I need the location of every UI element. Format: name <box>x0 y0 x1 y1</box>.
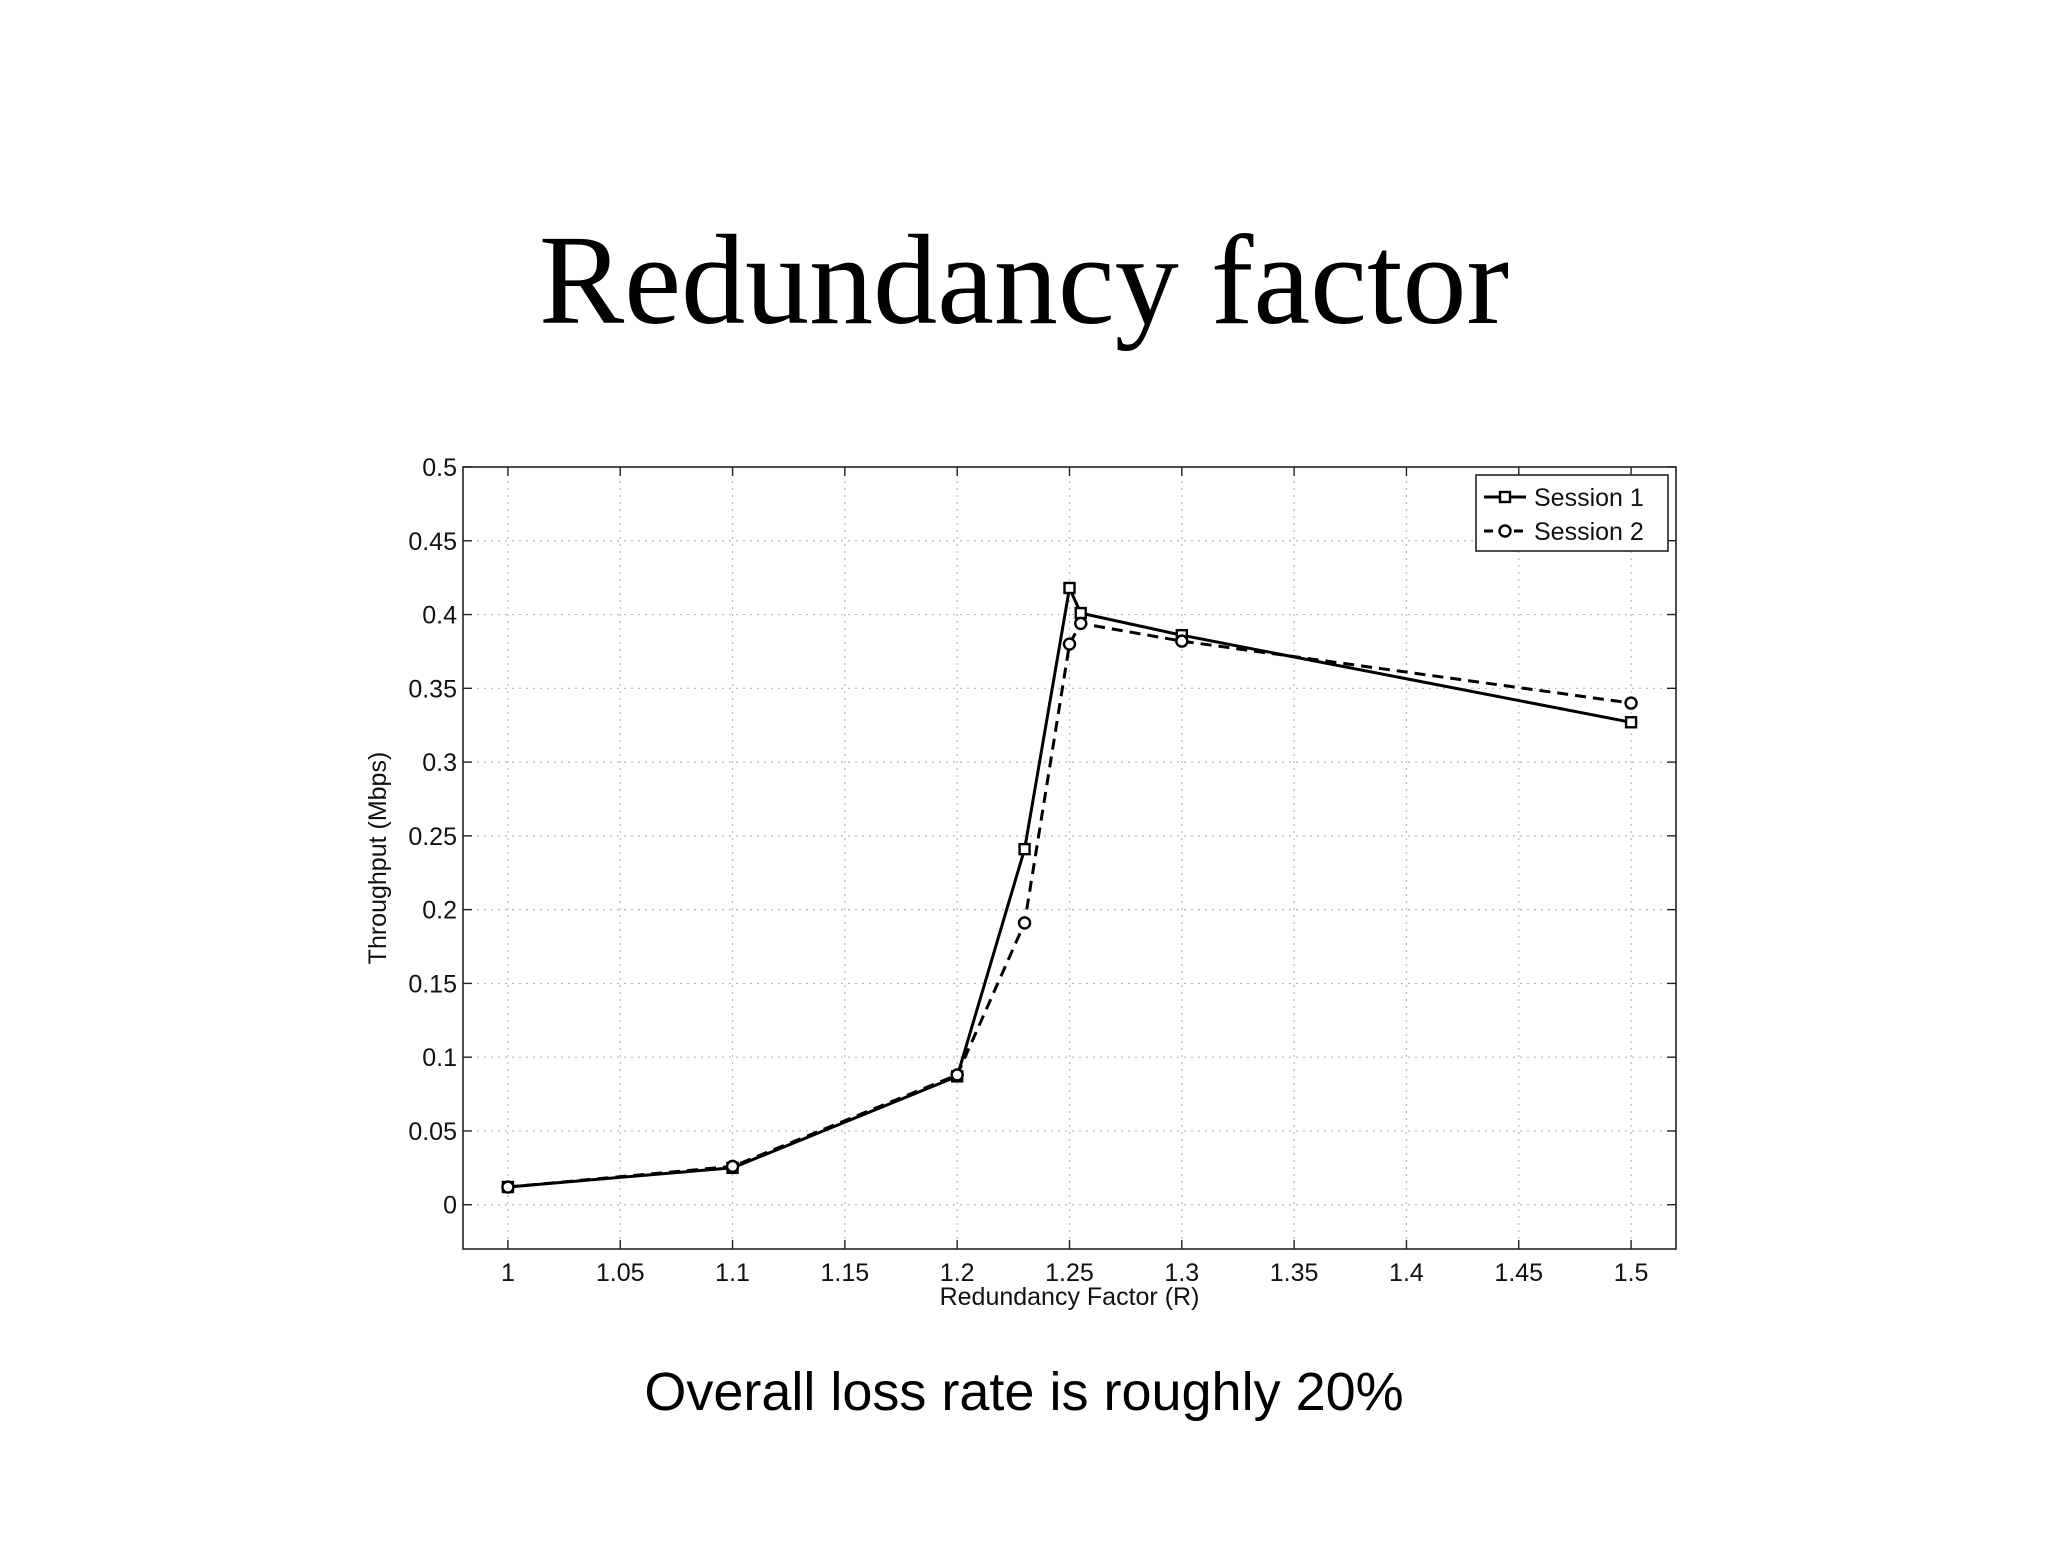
series-2 <box>501 616 1638 1194</box>
data-point <box>1624 696 1638 710</box>
y-tick-label: 0.3 <box>422 749 457 777</box>
legend-item: Session 1 <box>1484 484 1644 512</box>
data-point <box>1624 716 1638 729</box>
x-axis-label: Redundancy Factor (R) <box>940 1283 1200 1311</box>
y-tick-label: 0.2 <box>422 897 457 925</box>
data-point <box>1017 916 1032 930</box>
legend-marker <box>1498 490 1512 504</box>
grid-lines <box>463 466 1676 1249</box>
x-tick-label: 1.45 <box>1494 1259 1543 1287</box>
y-tick-label: 0.4 <box>422 602 457 630</box>
x-tick-label: 1.2 <box>940 1259 975 1287</box>
legend: Session 1 Session 2 <box>1475 474 1669 552</box>
legend-marker <box>1498 524 1512 538</box>
series-line <box>507 586 1632 1189</box>
slide-title: Redundancy factor <box>538 209 1510 351</box>
data-point <box>1062 637 1077 651</box>
legend-label: Session 1 <box>1534 484 1644 512</box>
x-tick-label: 1.5 <box>1614 1259 1649 1287</box>
legend-item: Session 2 <box>1484 518 1644 546</box>
x-tick-label: 1.15 <box>821 1259 870 1287</box>
y-tick-label: 0.15 <box>408 970 457 998</box>
x-tick-label: 1.25 <box>1045 1259 1094 1287</box>
data-point <box>501 1180 515 1194</box>
x-tick-label: 1.1 <box>715 1259 750 1287</box>
y-tick-label: 0 <box>443 1192 457 1220</box>
y-tick-label: 0.45 <box>408 528 457 556</box>
y-tick-label: 0.05 <box>408 1118 457 1146</box>
data-point <box>725 1159 740 1174</box>
y-tick-label: 0.35 <box>408 675 457 703</box>
data-point <box>1175 634 1189 648</box>
series-line <box>507 621 1632 1189</box>
x-tick-label: 1.35 <box>1270 1259 1319 1287</box>
data-point <box>1074 606 1087 620</box>
x-tick-label: 1.4 <box>1389 1259 1424 1287</box>
data-point <box>950 1068 964 1082</box>
data-point <box>1074 616 1088 631</box>
x-tick-label: 1.05 <box>596 1259 645 1287</box>
axes: 1 1.05 1.1 1.15 1.2 1.25 1.3 1.35 1.4 1.45 1.5 0 0.0… <box>364 454 1677 1311</box>
legend-box <box>1475 474 1669 552</box>
y-tick-label: 0.25 <box>408 823 457 851</box>
y-tick-label: 0.5 <box>422 454 457 482</box>
y-axis-label: Throughput (Mbps) <box>364 752 392 965</box>
legend-label: Session 2 <box>1534 518 1644 546</box>
data-point <box>1018 842 1031 856</box>
series-lines <box>501 581 1638 1194</box>
data-point <box>1063 581 1076 595</box>
y-tick-label: 0.1 <box>422 1044 457 1072</box>
slide-caption: Overall loss rate is roughly 20% <box>644 1362 1404 1422</box>
x-tick-label: 1.3 <box>1164 1259 1199 1287</box>
x-tick-label: 1 <box>501 1259 515 1287</box>
